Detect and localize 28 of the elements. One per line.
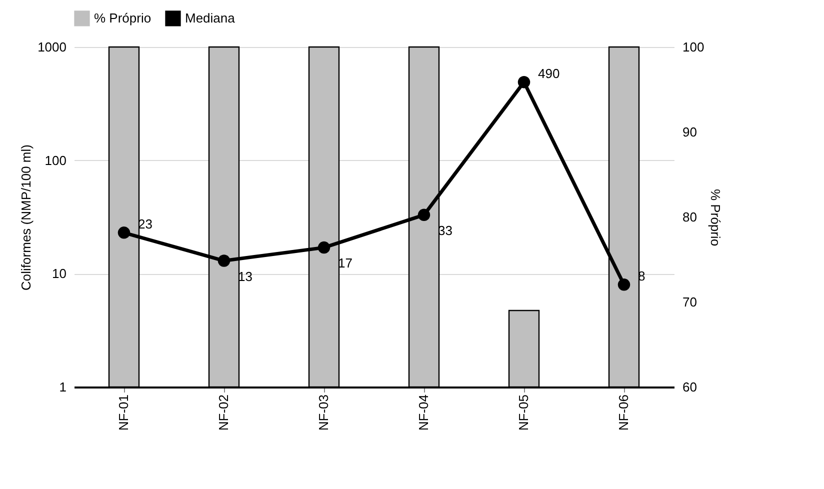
point [118,226,130,239]
data-label: 13 [238,268,252,284]
point [618,278,630,291]
y-tick-label: 10 [52,266,66,282]
y-tick-label: 1 [59,380,66,394]
y2-tick-label: 100 [682,40,704,54]
y2-tick-label: 90 [682,124,697,140]
data-label: 490 [538,66,560,82]
x-tick-label: NF-06 [616,394,631,431]
point [318,241,330,254]
y2-axis-title: % Próprio [708,188,724,246]
legend-label: % Próprio [94,10,152,26]
y2-tick-label: 80 [682,210,697,224]
y-tick-label: 100 [44,152,66,168]
x-tick-label: NF-04 [416,394,431,431]
x-tick-label: NF-01 [116,394,131,431]
y-tick-label: 1000 [38,40,66,54]
y2-tick-label: 60 [682,380,697,394]
point [418,208,430,222]
x-tick-label: NF-03 [316,394,331,431]
data-label: 17 [338,256,352,271]
y2-tick-label: 70 [682,294,697,310]
x-tick-label: NF-02 [216,394,231,431]
point [218,254,230,267]
x-tick-label: NF-05 [516,394,531,431]
y-axis-title: Coliformes (NMP/100 ml) [18,144,34,290]
legend-label: Mediana [185,10,236,26]
point [518,76,530,88]
